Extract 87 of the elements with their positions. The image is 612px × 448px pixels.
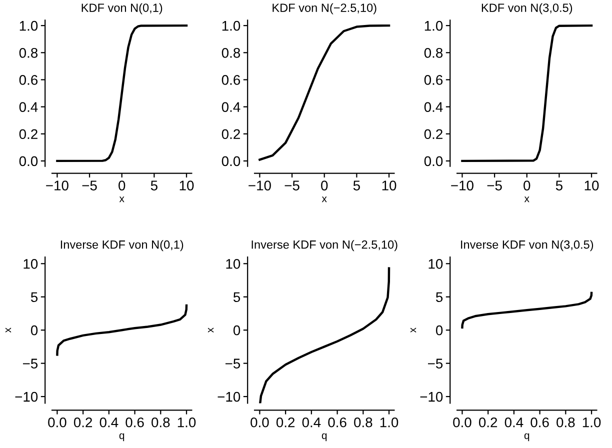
y-tick-label: 0.4 bbox=[19, 102, 38, 112]
y-tick-label: −5 bbox=[225, 358, 240, 368]
x-tick-label: 0.6 bbox=[126, 417, 144, 428]
y-tick-label: −10 bbox=[420, 392, 443, 402]
x-tick-label: 5 bbox=[556, 180, 562, 190]
y-tick-label: 0.8 bbox=[19, 48, 38, 58]
line-series bbox=[56, 24, 188, 162]
y-tick-label: 1.0 bbox=[424, 20, 443, 31]
y-tick-label: 10 bbox=[226, 258, 240, 269]
y-tick-label: −10 bbox=[15, 392, 38, 402]
y-tick-label: −5 bbox=[22, 358, 38, 368]
x-tick-label: −10 bbox=[451, 180, 474, 190]
x-tick-label: 0.2 bbox=[74, 417, 92, 428]
x-tick-label: 1.0 bbox=[380, 417, 398, 428]
y-tick-label: 0 bbox=[233, 325, 240, 336]
x-tick-label: 0.8 bbox=[152, 417, 170, 428]
y-tick-label: 0.6 bbox=[222, 75, 240, 85]
y-tick-label: 0.0 bbox=[19, 156, 38, 166]
x-tick-label: 0.6 bbox=[530, 417, 549, 428]
chart-title: KDF von N(−2.5,10) bbox=[272, 3, 376, 14]
x-tick-label: −5 bbox=[82, 180, 97, 190]
line-series bbox=[259, 267, 390, 404]
x-tick-label: 10 bbox=[180, 180, 194, 190]
x-tick-label: 0.2 bbox=[276, 417, 295, 428]
x-tick-label: 0 bbox=[524, 180, 530, 190]
chart-title: Inverse KDF von N(−2.5,10) bbox=[252, 240, 398, 252]
x-tick-label: 0.0 bbox=[48, 417, 66, 428]
y-tick-label: 0.0 bbox=[424, 156, 443, 166]
x-tick-label: 0.8 bbox=[556, 417, 575, 428]
y-tick-label: 10 bbox=[24, 258, 38, 269]
x-tick-label: 0.6 bbox=[328, 417, 346, 428]
x-tick-label: −10 bbox=[46, 180, 68, 190]
x-tick-label: 10 bbox=[382, 180, 396, 190]
x-axis-title: q bbox=[119, 433, 124, 442]
y-tick-label: 0 bbox=[30, 325, 38, 336]
x-tick-label: 0.8 bbox=[354, 417, 372, 428]
x-tick-label: 0.4 bbox=[504, 417, 524, 428]
line-series bbox=[258, 24, 390, 161]
x-axis-title: x bbox=[119, 196, 124, 202]
x-tick-label: 0.0 bbox=[453, 417, 472, 428]
x-tick-label: 0 bbox=[321, 180, 328, 190]
y-tick-label: 0.8 bbox=[424, 48, 443, 58]
x-axis-title: x bbox=[322, 196, 327, 202]
y-tick-label: 0.2 bbox=[222, 129, 240, 140]
x-tick-label: −10 bbox=[248, 180, 271, 190]
line-series bbox=[461, 292, 593, 329]
y-tick-label: 0.2 bbox=[424, 129, 442, 140]
y-axis-title: x bbox=[6, 328, 12, 333]
y-tick-label: 0.6 bbox=[19, 75, 38, 85]
x-tick-label: −5 bbox=[284, 180, 300, 190]
y-tick-label: 1.0 bbox=[222, 20, 240, 31]
chart-title: Inverse KDF von N(3,0.5) bbox=[461, 240, 594, 252]
line-series bbox=[461, 24, 593, 162]
chart-title: Inverse KDF von N(0,1) bbox=[60, 240, 184, 252]
y-tick-label: 0.8 bbox=[222, 48, 240, 58]
x-axis-title: x bbox=[524, 196, 530, 202]
y-tick-label: 5 bbox=[233, 292, 240, 302]
x-tick-label: 1.0 bbox=[178, 417, 196, 428]
chart-title: KDF von N(3,0.5) bbox=[482, 3, 572, 14]
y-tick-label: −5 bbox=[428, 358, 443, 368]
chart-title: KDF von N(0,1) bbox=[82, 3, 162, 14]
x-tick-label: 1.0 bbox=[582, 417, 601, 428]
x-tick-label: 0.2 bbox=[478, 417, 498, 428]
x-tick-label: 10 bbox=[584, 180, 599, 190]
y-tick-label: 10 bbox=[428, 258, 443, 269]
y-tick-label: −10 bbox=[218, 392, 240, 402]
y-axis-title: x bbox=[410, 328, 416, 333]
y-tick-label: 0.4 bbox=[424, 102, 443, 112]
y-tick-label: 0.4 bbox=[222, 102, 240, 112]
x-tick-label: 0.0 bbox=[250, 417, 269, 428]
x-tick-label: 0.4 bbox=[100, 417, 118, 428]
y-tick-label: 0.2 bbox=[19, 129, 38, 140]
y-tick-label: 5 bbox=[436, 292, 443, 302]
x-axis-title: q bbox=[524, 433, 530, 442]
y-axis-title: x bbox=[208, 328, 214, 333]
line-series bbox=[56, 304, 188, 356]
x-tick-label: 0.4 bbox=[302, 417, 321, 428]
x-tick-label: −5 bbox=[487, 180, 502, 190]
y-tick-label: 0.6 bbox=[424, 75, 443, 85]
y-tick-label: 5 bbox=[30, 292, 38, 302]
x-tick-label: 0 bbox=[118, 180, 126, 190]
x-axis-title: q bbox=[322, 433, 327, 442]
x-tick-label: 5 bbox=[353, 180, 360, 190]
y-tick-label: 0 bbox=[436, 325, 443, 336]
y-tick-label: 1.0 bbox=[20, 20, 38, 31]
x-tick-label: 5 bbox=[150, 180, 158, 190]
y-tick-label: 0.0 bbox=[222, 156, 240, 166]
